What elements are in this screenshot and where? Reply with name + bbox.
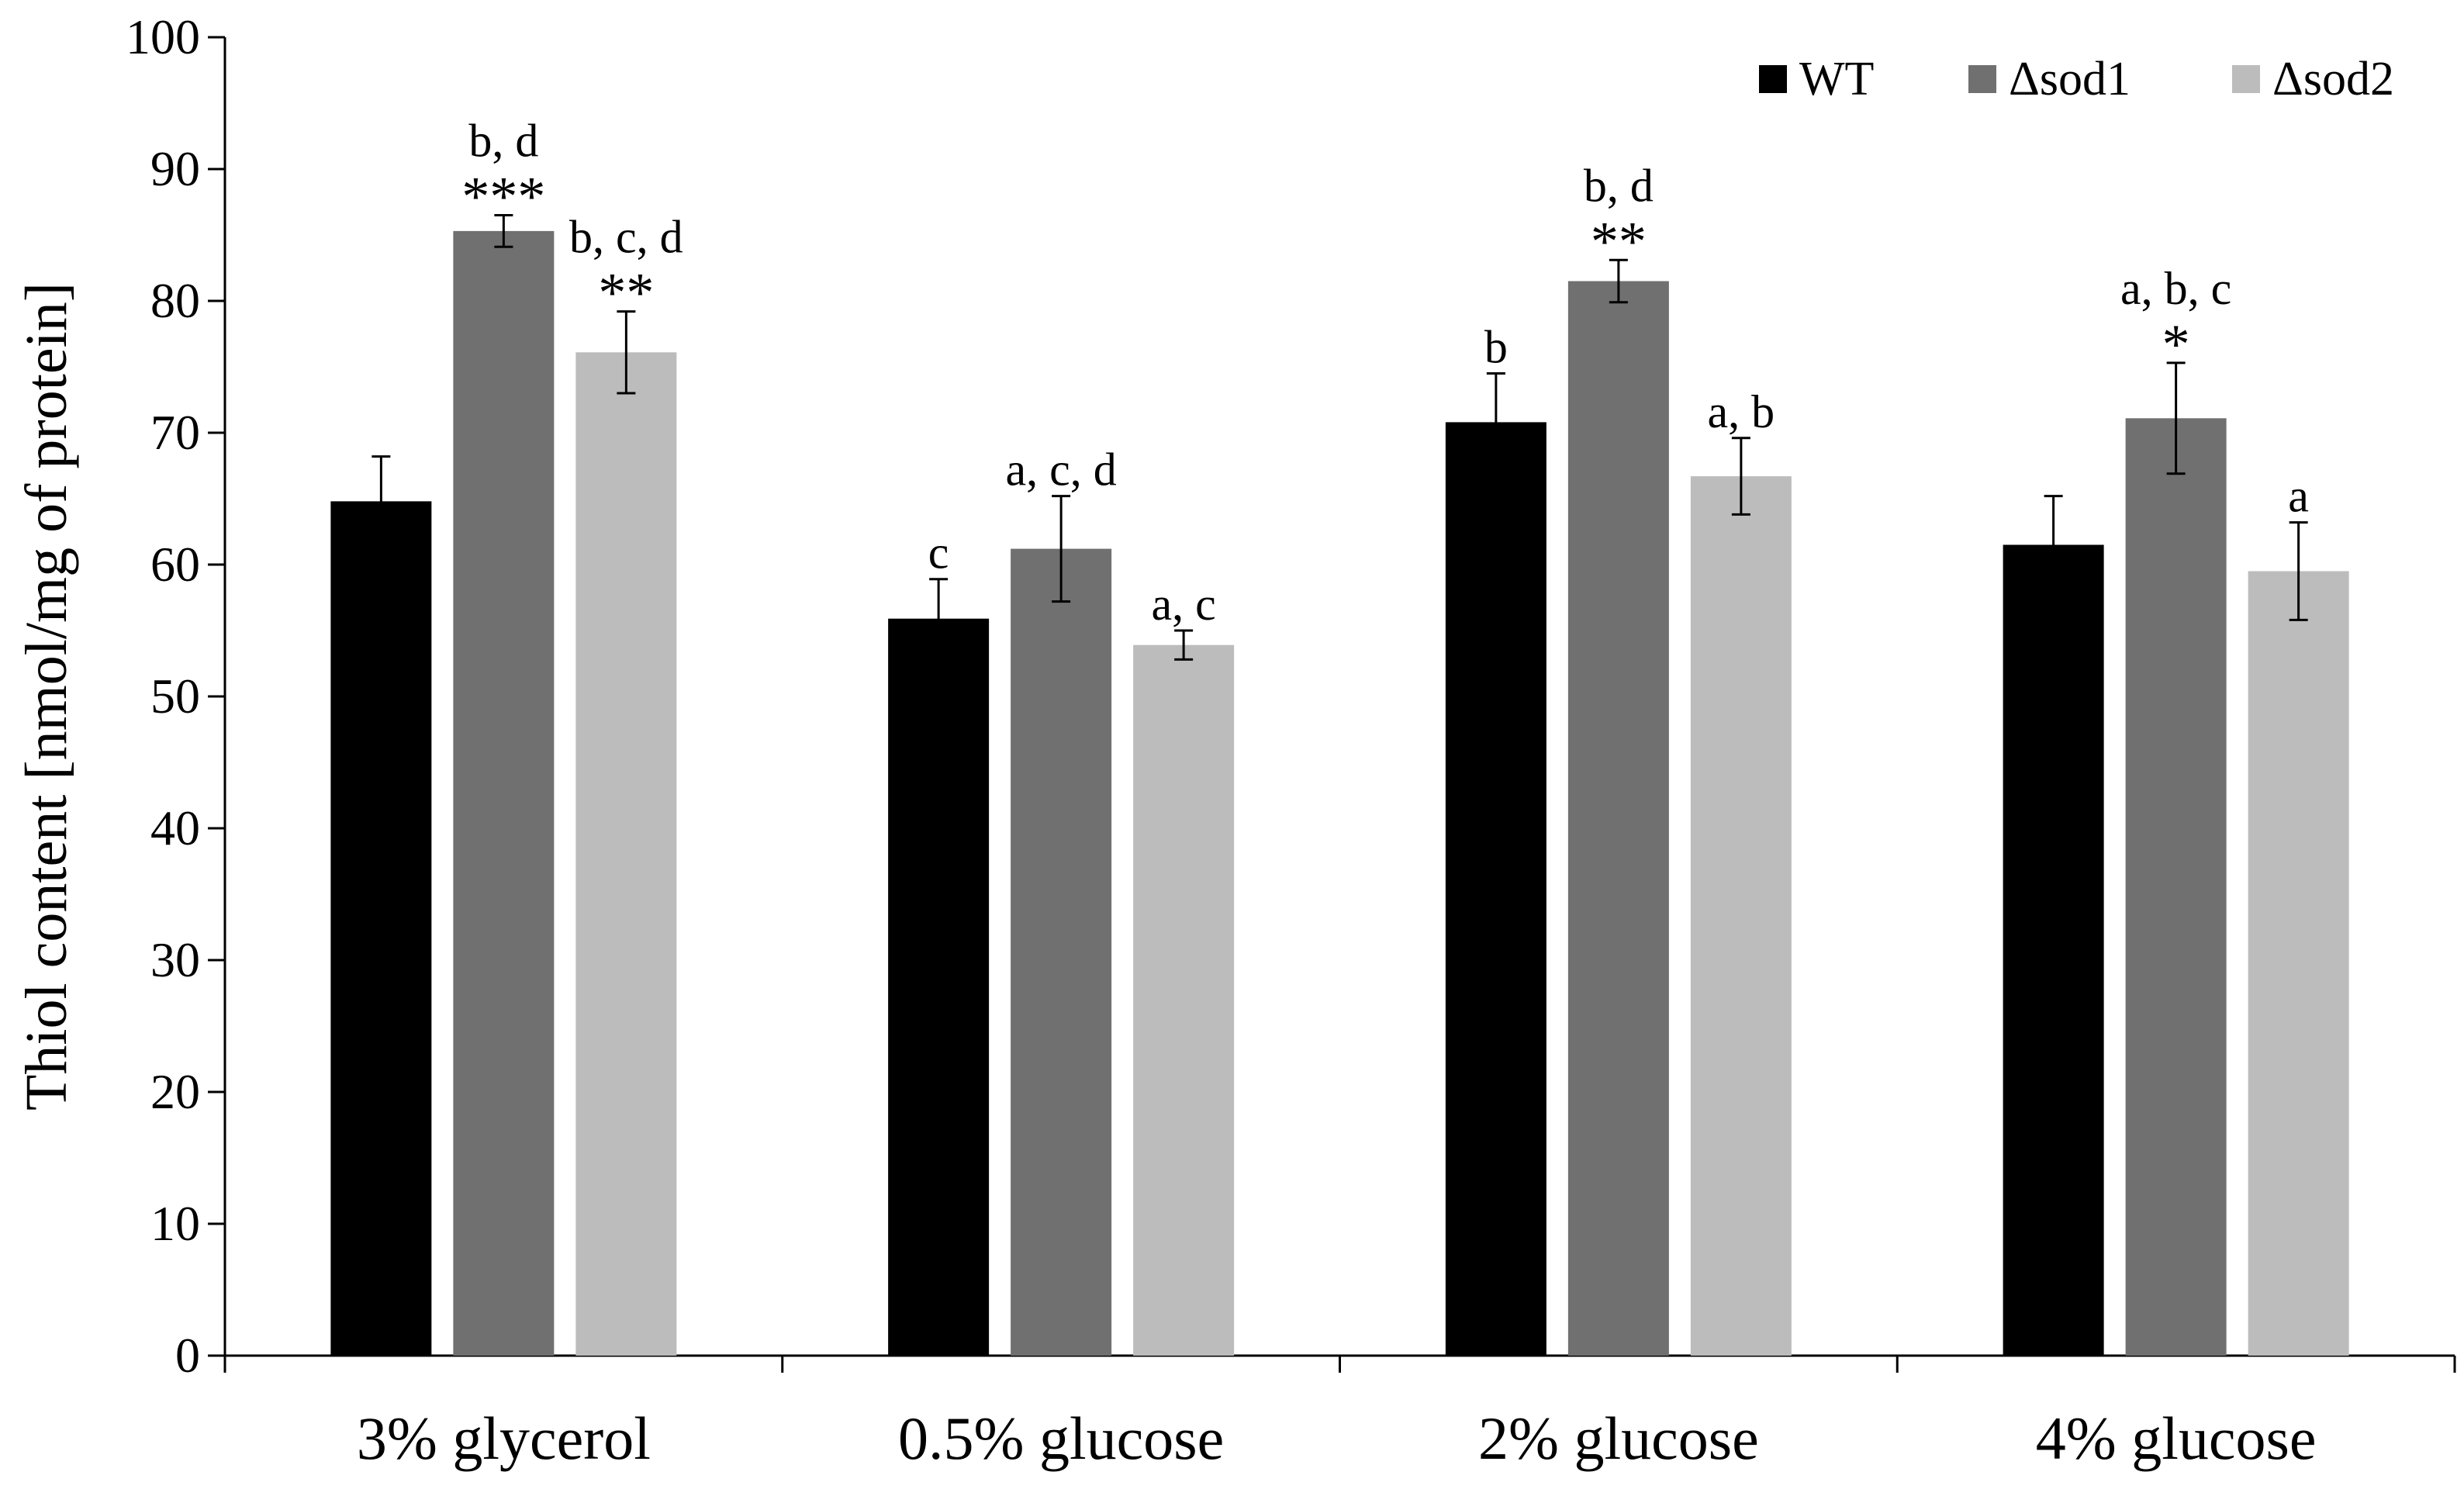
x-tick-label: 4% glucose	[2036, 1404, 2317, 1472]
bars	[330, 230, 2349, 1356]
bar	[1133, 644, 1235, 1356]
significance-stars: ***	[461, 166, 545, 228]
bar	[1567, 281, 1669, 1356]
axes	[223, 37, 2455, 1357]
y-axis-ticks: 0 10 20 30 40 50 60 70 80 90 100	[126, 9, 225, 1383]
significance-letters: b, c, d	[569, 212, 683, 263]
significance-stars: *	[2162, 313, 2190, 375]
significance-letters: a, c	[1151, 579, 1215, 630]
bar	[1690, 476, 1792, 1356]
legend-label: WT	[1799, 53, 1874, 105]
y-tick-label: 80	[150, 273, 200, 328]
y-tick-label: 40	[150, 800, 200, 855]
x-tick-label: 0.5% glucose	[898, 1404, 1224, 1472]
y-tick-label: 50	[150, 669, 200, 724]
x-axis-ticks: 3% glycerol 0.5% glucose 2% glucose 4% gluc…	[223, 1356, 2456, 1472]
bar	[575, 352, 677, 1356]
significance-annotations: ***b, d**b, c, dca, c, da, cb**b, da, b*…	[461, 116, 2309, 631]
error-bars	[372, 214, 2308, 661]
legend-swatch	[1968, 65, 1996, 93]
legend-swatch	[1759, 65, 1787, 93]
y-axis-label: Thiol content [nmol/mg of protein]	[14, 282, 79, 1111]
significance-letters: a, b	[1708, 386, 1775, 437]
bar	[453, 230, 555, 1356]
y-tick-label: 30	[150, 932, 200, 987]
bar	[1445, 422, 1546, 1356]
legend-label: Δsod1	[2009, 53, 2131, 105]
y-tick-label: 90	[150, 141, 200, 196]
significance-letters: b, d	[1584, 160, 1654, 211]
y-tick-label: 20	[150, 1064, 200, 1119]
bar	[2125, 418, 2227, 1356]
y-tick-label: 60	[150, 537, 200, 592]
bar	[888, 618, 990, 1356]
y-tick-label: 70	[150, 405, 200, 460]
x-tick-label: 3% glycerol	[357, 1404, 651, 1472]
bar	[1011, 548, 1112, 1356]
significance-letters: a, c, d	[1005, 444, 1116, 496]
significance-letters: b, d	[468, 116, 538, 167]
significance-letters: b	[1484, 322, 1508, 373]
y-tick-label: 0	[175, 1328, 200, 1383]
y-tick-label: 10	[150, 1196, 200, 1251]
legend-swatch	[2232, 65, 2260, 93]
significance-stars: **	[1591, 210, 1647, 272]
significance-letters: a	[2288, 471, 2309, 522]
legend-label: Δsod2	[2272, 53, 2394, 105]
x-tick-label: 2% glucose	[1478, 1404, 1759, 1472]
legend: WT Δsod1 Δsod2	[1759, 53, 2394, 105]
significance-letters: a, b, c	[2120, 263, 2231, 314]
bar	[2248, 571, 2349, 1356]
significance-stars: **	[598, 262, 654, 324]
bar	[2003, 544, 2104, 1356]
significance-letters: c	[928, 527, 949, 579]
bar	[330, 501, 432, 1356]
y-tick-label: 100	[126, 9, 200, 64]
